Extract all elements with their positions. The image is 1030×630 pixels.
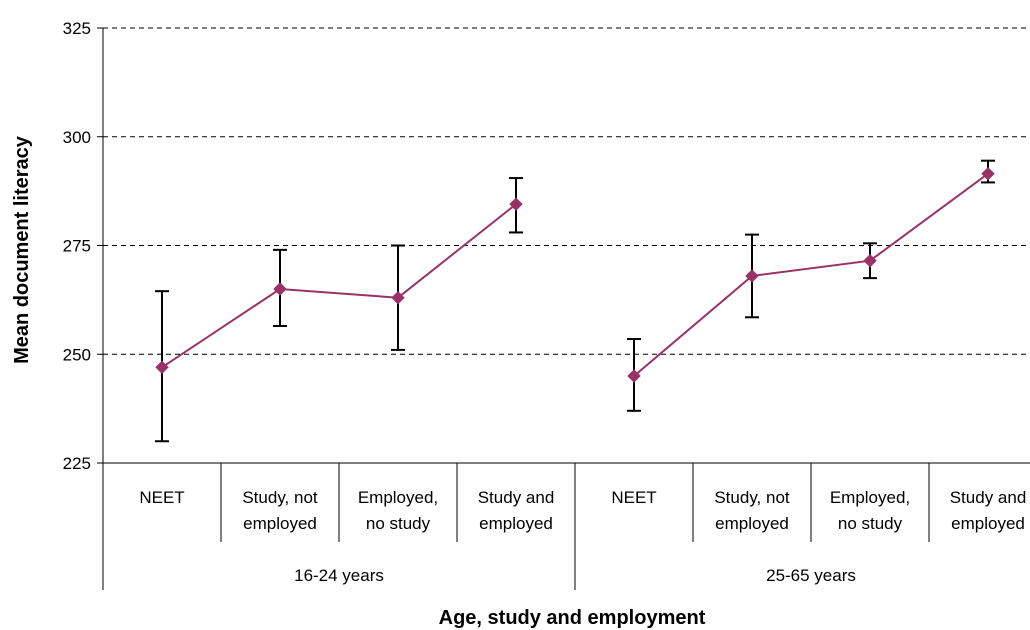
data-point <box>627 369 641 383</box>
data-point <box>155 360 169 375</box>
category-label: Employed, no study <box>358 488 438 533</box>
data-point <box>273 282 287 296</box>
group-label: 16-24 years <box>294 566 384 585</box>
gridlines <box>103 27 1030 355</box>
data-point <box>391 290 405 305</box>
series-line <box>633 172 989 377</box>
category-label: Study, not employed <box>242 488 318 533</box>
x-axis-title: Age, study and employment <box>439 607 706 629</box>
data-point <box>745 269 759 283</box>
category-label: Study and employed <box>478 488 555 533</box>
category-label: Employed, no study <box>830 488 910 533</box>
x-category-labels: 16-24 years NEET Study, not employed Employe… <box>139 488 1026 585</box>
category-label: NEET <box>139 488 184 507</box>
category-label: Study and employed <box>950 488 1027 533</box>
error-bars <box>155 159 995 443</box>
y-tick-label: 275 <box>63 237 91 256</box>
series-line <box>161 203 517 369</box>
axes <box>97 27 1030 590</box>
category-label: NEET <box>611 488 656 507</box>
y-tick-label: 300 <box>63 128 91 147</box>
category-label: Study, not employed <box>714 488 790 533</box>
data-point <box>509 197 523 211</box>
data-points <box>155 167 995 383</box>
data-point <box>981 167 995 181</box>
group-label: 25-65 years <box>766 566 856 585</box>
y-tick-label: 325 <box>63 19 91 38</box>
series-lines <box>161 172 989 377</box>
data-point <box>863 254 877 268</box>
y-tick-label: 225 <box>63 454 91 473</box>
y-axis-title: Mean document literacy <box>11 135 33 364</box>
y-tick-labels: 225 250 275 300 325 <box>63 19 91 473</box>
y-tick-label: 250 <box>63 345 91 364</box>
